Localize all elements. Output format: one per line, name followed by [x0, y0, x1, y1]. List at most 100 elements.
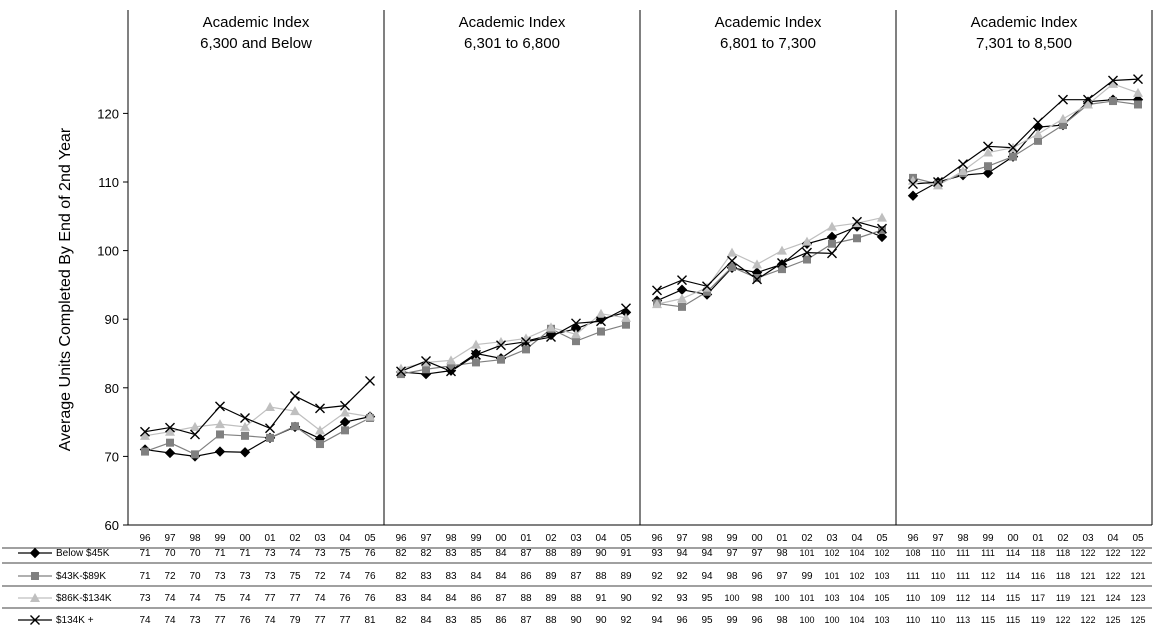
- table-cell: 122: [1080, 615, 1095, 625]
- table-cell: 104: [849, 593, 864, 603]
- table-cell: 74: [289, 548, 301, 559]
- data-point-86k-134k: [933, 180, 943, 190]
- legend-label-below-45k: Below $45K: [56, 548, 110, 559]
- data-point-134k-plus: [596, 316, 606, 327]
- table-cell: 100: [724, 593, 739, 603]
- table-cell: 77: [214, 615, 226, 626]
- table-cell: 73: [189, 615, 201, 626]
- table-cell: 101: [799, 593, 814, 603]
- panel-title-line2: 7,301 to 8,500: [976, 35, 1072, 52]
- x-tick-label: 01: [520, 533, 532, 544]
- table-cell: 122: [1105, 571, 1120, 581]
- x-tick-label: 96: [395, 533, 407, 544]
- table-cell: 118: [1056, 571, 1070, 581]
- table-cell: 115: [1006, 593, 1020, 603]
- table-cell: 88: [570, 593, 582, 604]
- data-point-43k-89k: [878, 226, 886, 235]
- table-cell: 89: [620, 571, 632, 582]
- x-tick-label: 01: [776, 533, 788, 544]
- data-point-86k-134k: [190, 421, 200, 431]
- panel-title-line1: Academic Index: [715, 14, 822, 31]
- series-line-below-45k: [656, 225, 883, 302]
- table-cell: 81: [364, 615, 376, 626]
- data-point-134k-plus: [1108, 75, 1118, 86]
- data-point-86k-134k: [265, 402, 275, 412]
- table-cell: 82: [395, 615, 407, 626]
- data-point-below-45k: [982, 167, 994, 179]
- table-cell: 74: [139, 615, 151, 626]
- table-cell: 84: [495, 548, 507, 559]
- table-cell: 90: [595, 615, 607, 626]
- panel-titles: Academic Index 6,300 and Below Academic In…: [200, 14, 1078, 52]
- y-tick-label: 80: [105, 381, 119, 396]
- x-tick-label: 02: [801, 533, 813, 544]
- table-cell: 122: [1055, 615, 1070, 625]
- x-tick-label: 00: [1007, 533, 1019, 544]
- table-cell: 117: [1031, 593, 1045, 603]
- table-cell: 82: [395, 548, 407, 559]
- table-cell: 85: [470, 615, 482, 626]
- table-cell: 87: [495, 593, 507, 604]
- x-tick-label: 01: [1032, 533, 1044, 544]
- table-cell: 100: [774, 593, 789, 603]
- table-cell: 83: [395, 593, 407, 604]
- table-cell: 114: [981, 593, 995, 603]
- data-point-below-45k: [164, 447, 176, 459]
- series-line-below-45k: [912, 99, 1138, 197]
- table-cell: 101: [824, 571, 839, 581]
- table-cell: 82: [395, 571, 407, 582]
- table-cell: 99: [801, 571, 813, 582]
- data-point-86k-134k: [727, 247, 737, 257]
- table-cell: 96: [676, 615, 688, 626]
- table-cell: 94: [676, 548, 688, 559]
- table-cell: 122: [1105, 548, 1120, 558]
- table-cell: 73: [314, 548, 326, 559]
- data-point-43k-89k: [828, 239, 836, 248]
- x-tick-label: 04: [851, 533, 863, 544]
- x-tick-label: 03: [570, 533, 582, 544]
- data-point-86k-134k: [571, 329, 581, 339]
- table-cell: 76: [364, 548, 376, 559]
- table-cell: 96: [751, 615, 763, 626]
- data-point-86k-134k: [958, 166, 968, 176]
- table-cell: 77: [339, 615, 351, 626]
- x-tick-label: 96: [907, 533, 919, 544]
- table-cell: 73: [264, 571, 276, 582]
- data-point-43k-89k: [472, 358, 480, 367]
- table-cell: 89: [570, 548, 582, 559]
- data-point-43k-89k: [266, 433, 274, 442]
- data-point-134k-plus: [1008, 142, 1018, 153]
- table-cell: 111: [981, 548, 995, 558]
- table-cell: 77: [289, 593, 301, 604]
- data-point-below-45k: [239, 447, 251, 458]
- table-cell: 101: [799, 548, 814, 558]
- table-cell: 75: [339, 548, 351, 559]
- table-cell: 119: [1056, 593, 1070, 603]
- data-point-134k-plus: [827, 248, 837, 259]
- table-cell: 94: [651, 615, 663, 626]
- series-line-134k-plus: [144, 380, 371, 436]
- series-markers: [139, 74, 1144, 462]
- x-tick-labels: 96 97 98 99 00 01 02 03 04 05 96 97 98 99 00 01 02 03 04 05…: [139, 533, 1144, 544]
- table-cell: 82: [420, 548, 432, 559]
- table-cell: 74: [164, 593, 176, 604]
- table-cell: 83: [420, 571, 432, 582]
- data-point-86k-134k: [827, 221, 837, 231]
- table-cell: 71: [139, 548, 151, 559]
- table-cell: 102: [849, 571, 864, 581]
- data-point-86k-134k: [621, 312, 631, 322]
- x-tick-label: 97: [932, 533, 944, 544]
- data-point-86k-134k: [652, 299, 662, 309]
- data-point-134k-plus: [265, 423, 275, 434]
- data-point-below-45k: [876, 231, 888, 243]
- data-point-134k-plus: [1033, 117, 1043, 128]
- table-cell: 76: [364, 593, 376, 604]
- data-point-134k-plus: [677, 275, 687, 286]
- table-cell: 125: [1105, 615, 1120, 625]
- table-cell: 72: [314, 571, 326, 582]
- data-point-43k-89k: [1109, 97, 1117, 106]
- table-cell: 79: [289, 615, 301, 626]
- y-tick-label: 120: [97, 106, 119, 121]
- table-cell: 84: [420, 593, 432, 604]
- table-cell: 90: [570, 615, 582, 626]
